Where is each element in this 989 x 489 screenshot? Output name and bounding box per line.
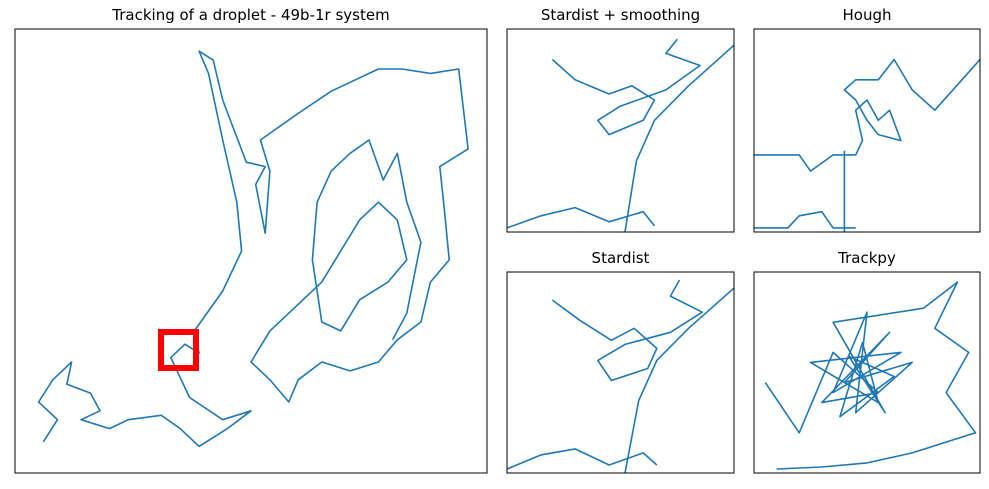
zoom-box bbox=[158, 329, 199, 371]
track bbox=[764, 281, 977, 470]
panel-frame bbox=[753, 28, 981, 233]
panel-title: Hough bbox=[843, 6, 892, 24]
panel-title: Trackpy bbox=[837, 249, 896, 267]
track bbox=[37, 50, 469, 448]
panel-frame bbox=[753, 271, 981, 474]
track bbox=[507, 279, 734, 473]
panel-frame bbox=[14, 28, 488, 474]
panel-frame bbox=[506, 271, 735, 474]
track bbox=[754, 58, 980, 232]
panel-title: Stardist bbox=[592, 249, 650, 267]
panel-title: Stardist + smoothing bbox=[541, 6, 700, 24]
panel-frame bbox=[506, 28, 735, 233]
track bbox=[507, 38, 734, 232]
panel-title: Tracking of a droplet - 49b-1r system bbox=[111, 6, 389, 24]
